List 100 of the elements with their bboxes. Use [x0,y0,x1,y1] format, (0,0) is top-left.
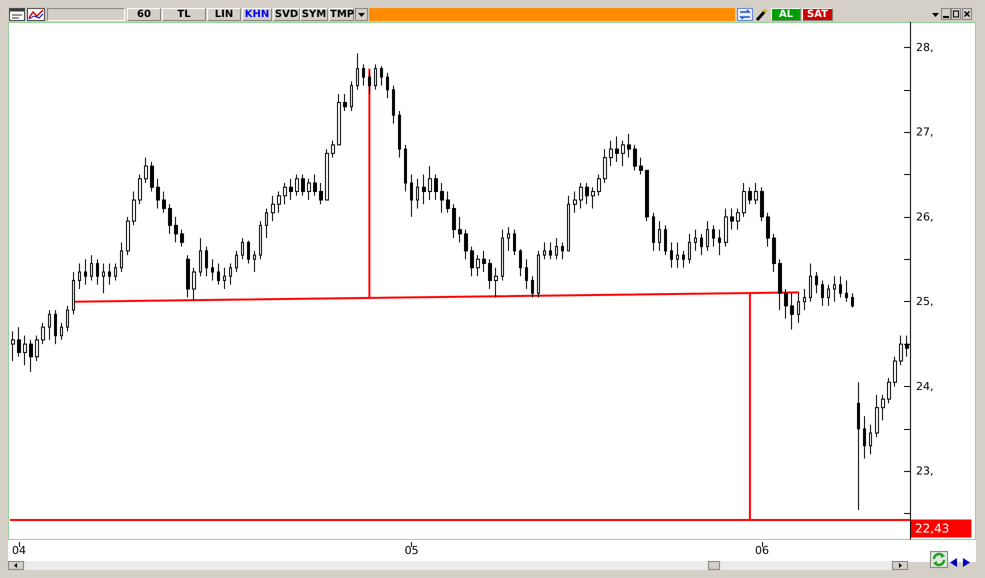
candlestick [784,288,788,320]
candlestick [362,64,365,86]
candlestick [851,292,854,308]
candlestick [217,263,220,286]
candlestick [283,182,287,205]
candlestick [440,182,444,214]
candlestick [398,110,401,158]
candlestick [180,229,184,248]
candlestick [434,174,438,200]
candlestick [809,263,812,302]
candlestick [271,195,275,222]
candlestick [821,280,824,306]
candlestick [331,140,335,158]
candlestick [875,394,879,438]
candlestick [869,424,872,455]
candlestick [150,161,154,192]
candlestick [706,220,709,252]
toolbar-button: AL [771,8,801,21]
candlestick [41,322,45,345]
candlestick [96,258,99,286]
candlestick [162,191,166,214]
candlestick [748,186,752,205]
y-tick-label: 28, [916,40,934,54]
candlestick [11,330,15,362]
candlestick [482,250,486,273]
candlestick [519,248,522,277]
candlestick [579,182,583,209]
candlestick [766,212,770,248]
candlestick [694,229,697,252]
toolbar-button: SYM [300,8,328,21]
candlestick [501,229,504,281]
candlestick [428,166,432,200]
candlestick [102,263,105,294]
candlestick [639,157,643,176]
candlestick [470,246,474,277]
candlestick [543,242,546,260]
candlestick [718,229,721,256]
candlestick [597,174,601,196]
candlestick [277,191,281,214]
candlestick [803,288,806,311]
x-tick-label: 06 [755,544,770,557]
candlestick [488,258,492,290]
toolbar-button: TL [162,8,206,21]
candlestick [676,242,679,268]
candlestick [313,174,317,196]
candlestick [356,52,359,90]
candlestick [138,174,142,205]
candlestick [742,182,746,218]
candlestick [343,94,347,112]
candlestick [168,204,172,234]
candlestick [760,186,764,222]
candlestick [301,174,305,196]
candlestick [307,178,311,200]
candlestick [174,216,178,243]
candlestick [60,322,63,340]
candlestick [289,178,293,200]
candlestick [78,263,81,290]
candlestick [790,292,794,330]
candlestick [712,224,715,248]
candlestick [259,220,262,260]
ref-line-label: 22,43 [915,522,950,536]
candlestick [736,208,740,230]
x-tick-label: 05 [404,544,419,557]
candlestick [561,242,564,260]
candlestick [319,182,323,205]
candlestick [380,66,383,86]
candlestick [144,157,148,184]
candlestick [114,263,117,281]
candlestick [295,174,299,196]
candlestick [72,272,75,315]
candlestick [368,72,371,95]
candlestick [724,208,728,248]
candlestick [845,280,848,302]
candlestick [881,394,885,421]
candlestick [29,339,33,373]
candlestick [525,258,528,290]
candlestick [192,267,196,300]
candlestick [591,186,595,209]
candlestick [464,229,468,260]
toolbar-button: SAT [802,8,833,21]
x-tick-label: 04 [12,544,26,557]
toolbar-button: LIN [207,8,241,21]
candlestick [815,272,818,294]
candlestick [863,416,866,459]
candlestick [555,238,558,260]
candlestick [857,382,860,511]
toolbar-button: 60 [127,8,161,21]
candlestick [404,144,407,192]
candlestick [247,240,250,264]
candlestick [670,242,673,268]
candlestick [156,178,160,209]
toolbar-button: KHN [242,8,272,21]
candlestick [392,85,395,124]
candlestick [507,226,510,252]
candlestick [211,258,214,281]
candlestick [754,182,758,205]
candlestick [186,254,190,298]
candlestick [241,238,244,260]
candlestick [54,310,57,345]
candlestick [199,238,202,277]
